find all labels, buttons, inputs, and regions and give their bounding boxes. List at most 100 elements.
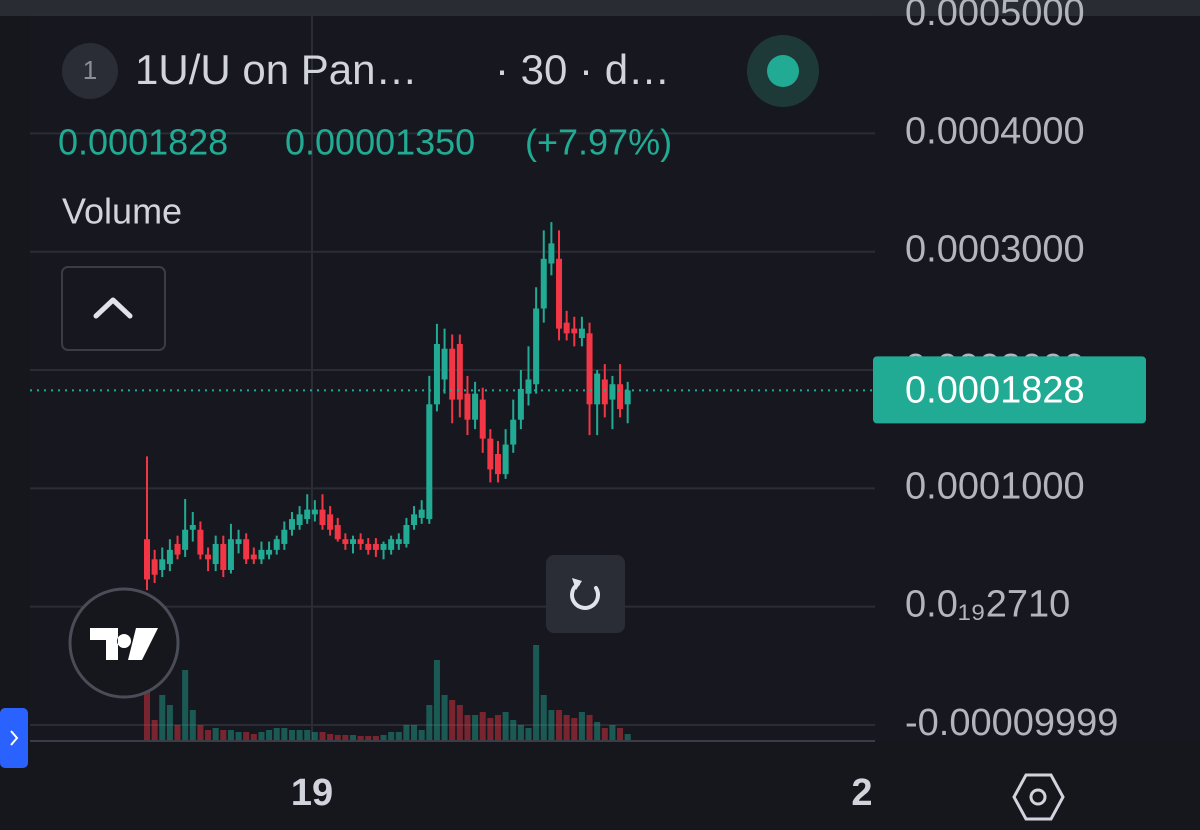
volume-bar bbox=[151, 720, 158, 740]
volume-bar bbox=[365, 736, 372, 740]
candle-body bbox=[372, 543, 379, 550]
volume-bar bbox=[494, 715, 501, 740]
last-price-tag bbox=[873, 356, 1146, 424]
candle-body bbox=[365, 543, 372, 550]
candle-body bbox=[189, 525, 196, 530]
volume-bar bbox=[540, 695, 547, 740]
volume-bar bbox=[372, 736, 379, 740]
volume-bar bbox=[472, 715, 479, 740]
volume-bar bbox=[571, 718, 578, 740]
candle-body bbox=[449, 348, 456, 400]
volume-bar bbox=[533, 645, 540, 740]
x-tick-label: 19 bbox=[291, 772, 333, 814]
candle-body bbox=[319, 509, 326, 526]
candle-body bbox=[159, 559, 166, 570]
volume-bar bbox=[548, 710, 555, 740]
symbol[interactable]: 1U/U on Pan… bbox=[135, 46, 417, 93]
candle-body bbox=[426, 404, 433, 520]
candle-body bbox=[578, 328, 585, 339]
candle-body bbox=[563, 322, 570, 334]
candle-body bbox=[212, 543, 219, 565]
change-percent: (+7.97%) bbox=[525, 122, 672, 163]
volume-bar bbox=[578, 712, 585, 740]
volume-bar bbox=[296, 730, 303, 740]
volume-bar bbox=[525, 728, 532, 740]
volume-bar bbox=[441, 695, 448, 740]
volume-bar bbox=[556, 710, 563, 740]
price: 0.0001828 bbox=[58, 122, 228, 163]
volume-bar bbox=[517, 725, 524, 740]
volume-bar bbox=[487, 718, 494, 740]
candle-body bbox=[380, 543, 387, 550]
volume-bar bbox=[235, 732, 242, 740]
candle-body bbox=[250, 554, 257, 560]
candle-body bbox=[571, 328, 578, 334]
volume-bar bbox=[594, 722, 601, 740]
candle-body bbox=[296, 514, 303, 526]
volume-bar bbox=[464, 715, 471, 740]
grid bbox=[30, 14, 875, 740]
volume-bar bbox=[617, 728, 624, 740]
collapse-button[interactable] bbox=[61, 266, 166, 351]
volume-bar bbox=[624, 734, 631, 740]
volume-bar bbox=[395, 732, 402, 740]
status-dot bbox=[767, 55, 799, 87]
candle-body bbox=[304, 509, 311, 520]
candle-body bbox=[510, 419, 517, 445]
volume-bar bbox=[266, 730, 273, 740]
candle-body bbox=[357, 539, 364, 544]
badge-text: 1 bbox=[83, 55, 97, 85]
candle-body bbox=[197, 529, 204, 555]
last-price-label: 0.0001828 bbox=[905, 369, 1085, 411]
candle-body bbox=[624, 390, 631, 405]
candle-body bbox=[548, 243, 555, 264]
candle-body bbox=[205, 554, 212, 560]
candle-body bbox=[235, 539, 242, 544]
volume-bar bbox=[273, 728, 280, 740]
y-tick-label: 0.0004000 bbox=[905, 110, 1085, 152]
candle-body bbox=[266, 549, 273, 555]
tv-logo-mark bbox=[90, 628, 158, 660]
candle-body bbox=[479, 399, 486, 439]
volume-bar bbox=[510, 720, 517, 740]
candle-body bbox=[311, 509, 318, 515]
reset-button[interactable] bbox=[546, 555, 625, 633]
candle-body bbox=[433, 343, 440, 405]
volume-bar bbox=[144, 690, 150, 740]
candle-body bbox=[388, 539, 395, 550]
volume-bar bbox=[189, 710, 196, 740]
volume-bar bbox=[212, 728, 219, 740]
candle-body bbox=[144, 539, 150, 580]
candle-body bbox=[281, 529, 288, 544]
volume-bar bbox=[311, 732, 318, 740]
volume-bar bbox=[304, 730, 311, 740]
plot bbox=[30, 222, 873, 740]
volume-bar bbox=[342, 735, 349, 740]
top-strip bbox=[0, 0, 1200, 16]
volume-bar bbox=[319, 732, 326, 740]
candle-body bbox=[502, 444, 509, 475]
candle-body bbox=[288, 519, 295, 530]
side-tab[interactable] bbox=[0, 708, 28, 768]
chevron-up-icon bbox=[93, 297, 133, 319]
volume-bar bbox=[418, 730, 425, 740]
y-tick-label: -0.00009999 bbox=[905, 702, 1118, 744]
volume-bar bbox=[563, 715, 570, 740]
volume-bar bbox=[227, 730, 234, 740]
badge bbox=[62, 43, 118, 99]
candle-body bbox=[472, 393, 479, 420]
settings-button[interactable] bbox=[1012, 773, 1065, 821]
y-tick-label: 0.0₁₉2710 bbox=[905, 584, 1070, 626]
volume-bar bbox=[197, 725, 204, 740]
candle-body bbox=[342, 539, 349, 544]
volume-bar bbox=[159, 695, 166, 740]
y-tick-label: 0.0003000 bbox=[905, 229, 1085, 271]
settings-icon bbox=[1029, 788, 1047, 806]
candle-body bbox=[601, 379, 608, 405]
volume-bar bbox=[205, 730, 212, 740]
candle-body bbox=[350, 539, 357, 544]
candle-body bbox=[609, 384, 616, 400]
candle-body bbox=[533, 308, 540, 385]
volume-bar bbox=[411, 725, 418, 740]
volume-bar bbox=[243, 732, 250, 740]
